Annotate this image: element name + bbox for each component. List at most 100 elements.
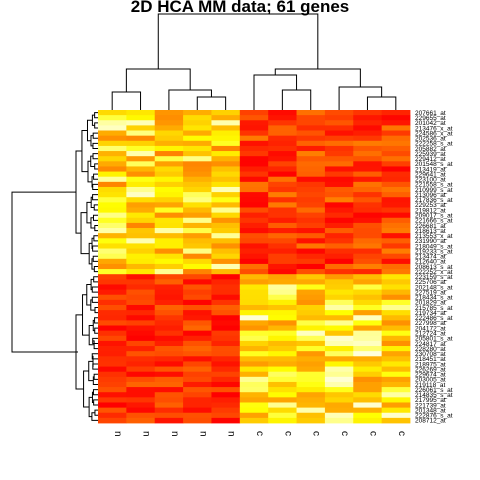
heatmap-cell (98, 263, 127, 270)
heatmap-cell (98, 125, 127, 131)
heatmap-cell (98, 351, 127, 357)
row-dend-branch (92, 132, 98, 139)
heatmap-cell (98, 248, 127, 255)
row-label: 229655_at (415, 115, 446, 122)
heatmap-cell (381, 269, 411, 275)
heatmap-cell (154, 181, 184, 188)
heatmap-cell (98, 274, 127, 280)
heatmap-cell (268, 417, 297, 424)
heatmap-cell (353, 186, 383, 193)
heatmap-cell (268, 217, 297, 224)
heatmap-cell (126, 361, 156, 367)
heatmap-cell (154, 320, 184, 326)
row-label: 201042_at (415, 120, 446, 127)
heatmap-cell (381, 294, 411, 301)
heatmap-cell (126, 166, 156, 172)
heatmap-cell (126, 151, 156, 157)
heatmap-cell (381, 274, 411, 280)
heatmap-cell (98, 140, 127, 147)
heatmap-cell (154, 299, 184, 306)
row-label: 219734_at (415, 310, 446, 317)
heatmap-cell (353, 340, 383, 347)
heatmap-cell (98, 233, 127, 239)
heatmap-cell (324, 151, 354, 157)
heatmap-cell (211, 299, 241, 306)
heatmap-cell (211, 115, 241, 121)
heatmap-cell (183, 197, 212, 203)
heatmap-cell (268, 243, 297, 249)
heatmap-cell (381, 412, 411, 419)
heatmap-cell (98, 212, 127, 219)
heatmap-cell (324, 197, 354, 203)
heatmap-cell (154, 238, 184, 244)
heatmap-cell (381, 289, 411, 296)
heatmap-cell (126, 145, 156, 152)
heatmap-cell (353, 325, 383, 332)
heatmap-cell (381, 161, 411, 167)
heatmap-cell (353, 217, 383, 224)
heatmap-cell (183, 284, 212, 290)
row-label: 226061_s_at (415, 387, 453, 394)
heatmap-cell (324, 289, 354, 296)
heatmap-cell (126, 330, 156, 337)
heatmap-cell (268, 125, 297, 131)
heatmap-cell (154, 335, 184, 342)
heatmap-cell (296, 310, 326, 316)
heatmap-cell (324, 202, 354, 208)
heatmap-cell (154, 110, 184, 116)
heatmap-cell (324, 407, 354, 414)
row-dend-branch (92, 214, 98, 221)
heatmap-cell (239, 366, 269, 373)
heatmap-cell (239, 202, 269, 208)
heatmap-cell (183, 115, 212, 121)
heatmap-cell (239, 381, 269, 388)
heatmap-cell (154, 371, 184, 378)
heatmap-cell (126, 110, 156, 116)
heatmap-cell (353, 110, 383, 116)
heatmap-cell (98, 417, 127, 424)
heatmap-cell (98, 115, 127, 121)
heatmap-cell (353, 233, 383, 239)
heatmap-cell (126, 125, 156, 131)
heatmap-cell (154, 263, 184, 270)
heatmap-cell (239, 340, 269, 347)
heatmap-cell (98, 156, 127, 162)
heatmap-cell (98, 407, 127, 414)
column-label: n (226, 431, 237, 437)
heatmap-cell (296, 238, 326, 244)
heatmap-cell (154, 151, 184, 157)
heatmap-cell (183, 212, 212, 219)
row-dend-branch (93, 276, 98, 283)
heatmap-cell (126, 340, 156, 347)
heatmap-cell (126, 156, 156, 162)
heatmap-cell (183, 402, 212, 409)
heatmap-cell (353, 212, 383, 219)
row-label: 229674_at (415, 372, 446, 379)
heatmap-cell (154, 289, 184, 296)
heatmap-cell (98, 294, 127, 301)
heatmap-cell (211, 110, 241, 116)
row-dend-branch (87, 160, 93, 183)
heatmap-cell (324, 381, 354, 388)
heatmap-cell (126, 171, 156, 178)
heatmap-cell (381, 110, 411, 116)
heatmap-cell (183, 361, 212, 367)
heatmap-cell (353, 238, 383, 244)
heatmap-cell (183, 279, 212, 285)
heatmap-cell (381, 417, 411, 424)
heatmap-cell (296, 120, 326, 126)
heatmap-cell (183, 151, 212, 157)
heatmap-cell (296, 304, 326, 311)
heatmap-cell (183, 351, 212, 357)
heatmap-cell (126, 181, 156, 188)
heatmap-cell (353, 125, 383, 131)
row-label: 223159_s_at (415, 274, 453, 281)
heatmap-cell (381, 397, 411, 403)
heatmap-cell (381, 197, 411, 203)
heatmap-cell (324, 115, 354, 121)
heatmap-cell (183, 274, 212, 280)
heatmap-cell (268, 197, 297, 203)
heatmap-cell (268, 320, 297, 326)
heatmap-cell (154, 315, 184, 321)
heatmap-cell (268, 381, 297, 388)
